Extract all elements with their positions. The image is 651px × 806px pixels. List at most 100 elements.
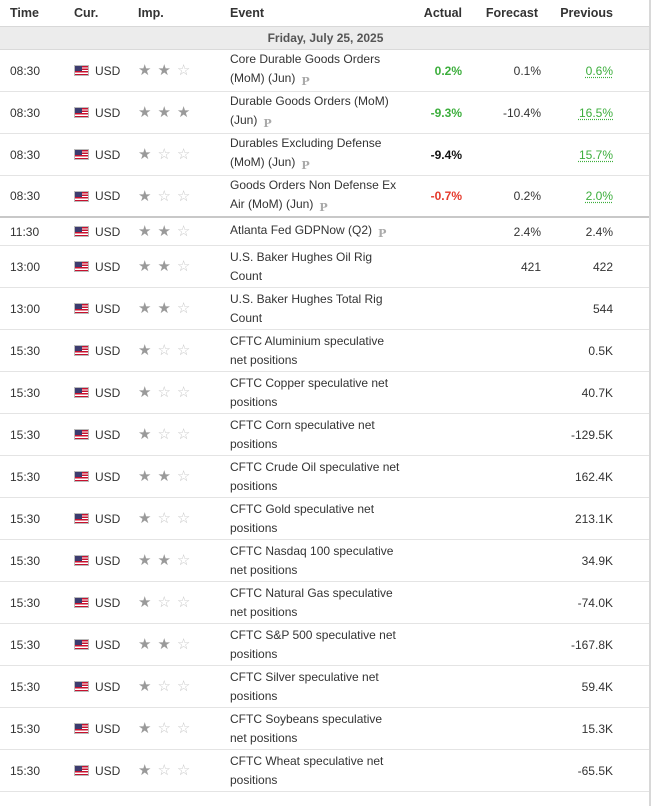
event-name-link[interactable]: CFTC Crude Oil speculative net positions [216,458,406,496]
us-flag-icon [74,513,89,524]
us-flag-icon [74,387,89,398]
star-empty-icon: ☆ [176,762,191,779]
event-name-link[interactable]: CFTC S&P 500 speculative net positions [216,626,406,664]
event-name-link[interactable]: Durable Goods Orders (MoM) (Jun) P [216,92,406,133]
currency-code: USD [95,637,121,652]
event-currency: USD [62,428,128,442]
event-name-link[interactable]: U.S. Baker Hughes Total Rig Count [216,290,406,328]
table-row[interactable]: 08:30 USD ★ ☆ ☆ Goods Orders Non Defense E… [0,176,651,218]
preliminary-release-icon: P [378,226,387,240]
event-name-link[interactable]: CFTC Soybeans speculative net positions [216,710,406,748]
event-name-link[interactable]: CFTC Aluminium speculative net positions [216,332,406,370]
previous-value: 162.4K [574,469,613,484]
event-name-link[interactable]: CFTC Corn speculative net positions [216,416,406,454]
table-row[interactable]: 08:30 USD ★ ★ ★ Durable Goods Orders (MoM)… [0,92,651,134]
forecast-value: -10.4% [502,105,541,120]
header-actual[interactable]: Actual [423,6,462,20]
header-previous[interactable]: Previous [560,6,613,20]
star-filled-icon: ★ [138,223,152,240]
star-filled-icon: ★ [157,258,171,275]
table-row[interactable]: 13:00 USD ★ ★ ☆ U.S. Baker Hughes Oil Rig … [0,246,651,288]
star-empty-icon: ☆ [176,594,191,611]
table-row[interactable]: 15:30 USD ★ ☆ ☆ CFTC Copper speculative ne… [0,372,651,414]
table-row[interactable]: 08:30 USD ★ ☆ ☆ Durables Excluding Defense… [0,134,651,176]
star-filled-icon: ★ [157,104,171,121]
event-name-link[interactable]: CFTC Natural Gas speculative net positio… [216,584,406,622]
previous-value: -129.5K [570,427,613,442]
previous-value: 15.3K [581,721,613,736]
table-row[interactable]: 15:30 USD ★ ☆ ☆ CFTC Soybeans speculative … [0,708,651,750]
event-name-link[interactable]: CFTC Wheat speculative net positions [216,752,406,790]
currency-code: USD [95,595,121,610]
currency-code: USD [95,189,121,203]
table-row[interactable]: 15:30 USD ★ ☆ ☆ CFTC Aluminium speculative… [0,330,651,372]
us-flag-icon [74,303,89,314]
currency-code: USD [95,224,121,239]
star-filled-icon: ★ [138,720,152,737]
previous-value: 2.0% [585,189,613,203]
table-row[interactable]: 11:30 USD ★ ★ ☆ Atlanta Fed GDPNow (Q2) P 2… [0,218,651,246]
importance-stars: ★ ★ ☆ [128,553,216,568]
table-row[interactable]: 15:30 USD ★ ★ ☆ CFTC Crude Oil speculative… [0,456,651,498]
event-currency: USD [62,722,128,736]
event-name-link[interactable]: U.S. Baker Hughes Oil Rig Count [216,248,406,286]
table-row[interactable]: 08:30 USD ★ ★ ☆ Core Durable Goods Orders … [0,50,651,92]
table-row[interactable]: 15:30 USD ★ ☆ ☆ CFTC Wheat speculative net… [0,750,651,792]
previous-value: -74.0K [577,595,613,610]
currency-code: USD [95,385,121,400]
event-name: Goods Orders Non Defense Ex Air (MoM) (J… [230,177,397,211]
star-empty-icon: ☆ [157,594,171,611]
event-time: 15:30 [10,553,41,568]
star-empty-icon: ☆ [157,510,171,527]
table-row[interactable]: 15:30 USD ★ ☆ ☆ CFTC Silver speculative ne… [0,666,651,708]
header-importance[interactable]: Imp. [138,6,164,20]
us-flag-icon [74,471,89,482]
us-flag-icon [74,261,89,272]
event-name: U.S. Baker Hughes Oil Rig Count [230,249,373,283]
star-empty-icon: ☆ [157,762,171,779]
star-filled-icon: ★ [176,104,191,121]
star-filled-icon: ★ [157,62,171,79]
scrollbar[interactable] [649,0,651,806]
event-currency: USD [62,148,128,162]
star-empty-icon: ☆ [176,552,191,569]
table-row[interactable]: 15:30 USD ★ ☆ ☆ CFTC Natural Gas speculati… [0,582,651,624]
importance-stars: ★ ★ ★ [128,105,216,120]
actual-value: -9.4% [430,147,462,162]
event-name-link[interactable]: CFTC Nasdaq 100 speculative net position… [216,542,406,580]
currency-code: USD [95,427,121,442]
preliminary-release-icon: P [301,75,310,88]
table-row[interactable]: 15:30 USD ★ ☆ ☆ CFTC Corn speculative net … [0,414,651,456]
table-row[interactable]: 13:00 USD ★ ★ ☆ U.S. Baker Hughes Total Ri… [0,288,651,330]
forecast-value: 0.1% [513,63,541,78]
previous-value: 544 [592,301,613,316]
table-row[interactable]: 15:30 USD ★ ☆ ☆ CFTC Gold speculative net … [0,498,651,540]
importance-stars: ★ ☆ ☆ [128,595,216,610]
currency-code: USD [95,259,121,274]
us-flag-icon [74,555,89,566]
event-name-link[interactable]: Core Durable Goods Orders (MoM) (Jun) P [216,50,406,91]
event-name-link[interactable]: CFTC Silver speculative net positions [216,668,406,706]
star-filled-icon: ★ [138,104,152,121]
header-time[interactable]: Time [10,6,39,20]
header-event[interactable]: Event [230,6,265,20]
star-filled-icon: ★ [138,426,152,443]
event-currency: USD [62,106,128,120]
importance-stars: ★ ☆ ☆ [128,721,216,736]
star-empty-icon: ☆ [176,258,191,275]
event-name-link[interactable]: CFTC Copper speculative net positions [216,374,406,412]
header-forecast[interactable]: Forecast [485,6,538,20]
star-filled-icon: ★ [138,146,152,163]
event-name: CFTC S&P 500 speculative net positions [230,627,396,661]
event-name-link[interactable]: Goods Orders Non Defense Ex Air (MoM) (J… [216,176,406,217]
importance-stars: ★ ☆ ☆ [128,763,216,778]
table-row[interactable]: 15:30 USD ★ ★ ☆ CFTC S&P 500 speculative n… [0,624,651,666]
event-name-link[interactable]: Atlanta Fed GDPNow (Q2) P [216,221,406,243]
event-currency: USD [62,386,128,400]
table-row[interactable]: 15:30 USD ★ ★ ☆ CFTC Nasdaq 100 speculativ… [0,540,651,582]
star-filled-icon: ★ [157,636,171,653]
event-name-link[interactable]: Durables Excluding Defense (MoM) (Jun) P [216,134,406,175]
us-flag-icon [74,639,89,650]
header-currency[interactable]: Cur. [74,6,99,20]
event-name-link[interactable]: CFTC Gold speculative net positions [216,500,406,538]
